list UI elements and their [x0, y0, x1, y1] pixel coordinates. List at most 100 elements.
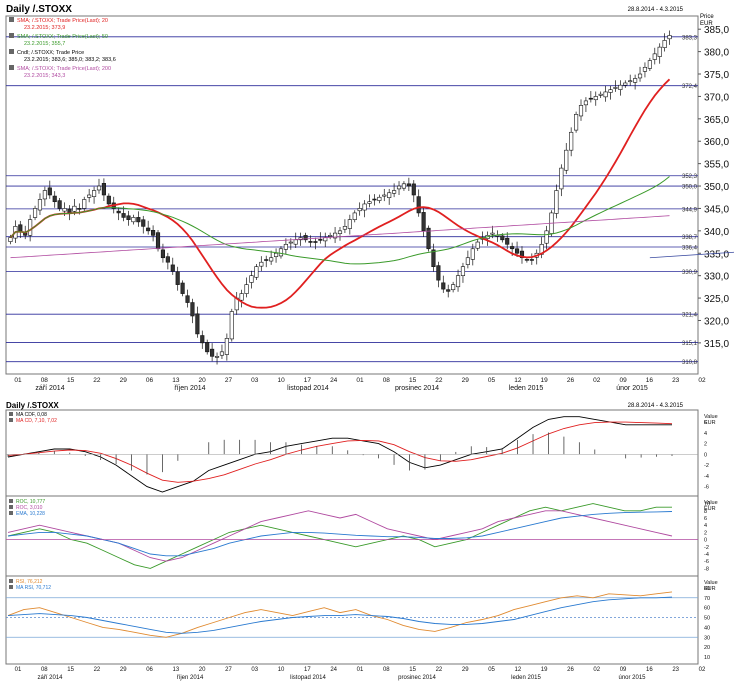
candle-body	[126, 215, 131, 220]
date-tick-9: 03	[251, 377, 259, 384]
candle-body	[451, 284, 456, 291]
candle-body	[519, 250, 525, 259]
date-tick-2: 15	[67, 667, 74, 673]
candle-body	[47, 187, 52, 196]
candle-body	[190, 302, 195, 317]
candle-body	[269, 257, 274, 262]
date-tick-2: 15	[67, 377, 75, 384]
candle-body	[77, 208, 82, 210]
candle-body	[67, 208, 72, 214]
date-tick-26: 02	[699, 667, 706, 673]
axis-label: Value	[704, 500, 718, 506]
candle-body	[465, 257, 470, 265]
ytick-6: 20	[704, 645, 710, 651]
candle-body	[195, 313, 200, 335]
date-tick-17: 29	[462, 377, 470, 384]
date-tick-8: 27	[225, 377, 233, 384]
date-tick-14: 08	[383, 377, 391, 384]
date-tick-13: 01	[356, 377, 364, 384]
ytick-label-14: 315,0	[704, 339, 729, 350]
candle-body	[588, 97, 593, 100]
candle-body	[460, 266, 466, 276]
price-axis-unit: EUR	[700, 21, 713, 27]
ytick-label-10: 335,0	[704, 249, 729, 260]
date-tick-12: 24	[330, 667, 337, 673]
hline-label-10: 310,8	[682, 360, 698, 366]
sma200-line	[10, 215, 670, 259]
candle-body	[436, 265, 441, 281]
candle-body	[514, 248, 520, 254]
candle-body	[647, 60, 652, 69]
month-label-0: září 2014	[37, 675, 63, 681]
date-tick-1: 08	[41, 377, 49, 384]
legend-icon-1	[9, 585, 13, 589]
ytick-3: 4	[704, 523, 707, 529]
date-tick-15: 15	[409, 667, 416, 673]
candle-body	[416, 196, 421, 214]
legend-icon-2	[9, 511, 13, 515]
candle-body	[116, 210, 121, 214]
legend-icon-1	[9, 505, 13, 509]
candle-body	[185, 295, 190, 303]
ytick-label-12: 325,0	[704, 294, 729, 305]
ytick-6: -2	[704, 545, 709, 551]
candle-body	[313, 241, 318, 243]
candle-body	[42, 190, 47, 200]
date-tick-10: 10	[277, 377, 285, 384]
candle-body	[628, 80, 633, 83]
candle-body	[72, 205, 77, 212]
candle-body	[574, 114, 579, 131]
legend-value-1: 23.2.2015; 355,7	[24, 41, 65, 47]
candle-body	[283, 243, 288, 250]
candle-body	[92, 190, 97, 197]
series-1	[7, 421, 673, 483]
date-tick-6: 13	[173, 667, 180, 673]
legend-name-1: MA CD, 7,10, 7,02	[16, 418, 57, 424]
candle-body	[392, 190, 397, 194]
date-tick-10: 10	[278, 667, 285, 673]
legend-name-1: SMA; /.STOXX; Trade Price(Last); 50	[17, 34, 108, 40]
candle-body	[652, 53, 657, 60]
candle-body	[500, 235, 505, 241]
candle-body	[421, 212, 426, 232]
month-label-1: říjen 2014	[177, 675, 204, 681]
date-tick-21: 26	[567, 667, 574, 673]
month-label-1: říjen 2014	[174, 385, 205, 392]
date-tick-7: 20	[199, 667, 206, 673]
ytick-0: 80	[704, 586, 710, 592]
candle-body	[598, 93, 603, 96]
ytick-label-3: 370,0	[704, 92, 729, 103]
ytick-label-0: 385,0	[704, 25, 729, 36]
legend-name-0: RSI, 76,212	[16, 579, 43, 585]
ytick-label-2: 375,0	[704, 70, 729, 81]
candle-body	[426, 227, 431, 250]
date-tick-7: 20	[199, 377, 207, 384]
roc-panel	[5, 495, 699, 577]
candle-body	[618, 84, 623, 90]
candle-body	[554, 190, 559, 214]
main-chart-title: Daily /.STOXX	[6, 4, 72, 15]
legend-name-0: MA CDF, 0,08	[16, 412, 47, 418]
candle-body	[264, 259, 269, 261]
month-label-0: září 2014	[35, 385, 64, 392]
ytick-9: -8	[704, 566, 709, 572]
date-tick-22: 02	[593, 667, 600, 673]
candle-body	[633, 78, 638, 83]
candle-body	[613, 87, 618, 89]
date-tick-6: 13	[172, 377, 180, 384]
candle-body	[347, 219, 352, 229]
candle-body	[529, 259, 534, 261]
series-1	[7, 510, 673, 562]
ytick-5: -4	[704, 474, 709, 480]
candle-body	[151, 230, 156, 236]
date-tick-23: 09	[620, 667, 627, 673]
candle-body	[372, 198, 377, 201]
date-tick-26: 02	[698, 377, 706, 384]
candle-body	[593, 96, 598, 101]
candle-body	[470, 248, 475, 260]
ytick-0: 6	[704, 420, 707, 426]
month-label-4: leden 2015	[511, 675, 541, 681]
candle-body	[239, 293, 244, 301]
